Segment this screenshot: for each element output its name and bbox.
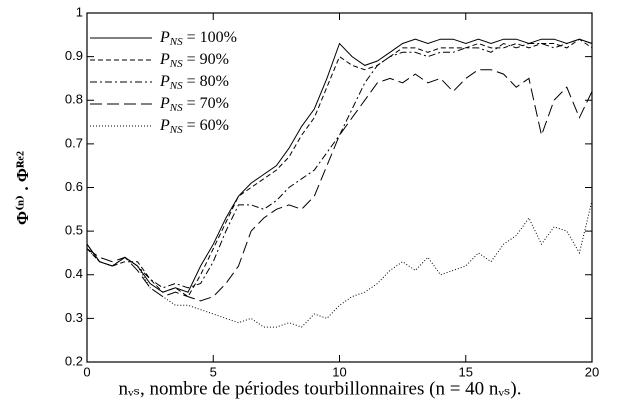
- y-tick-label: 0.4: [65, 266, 83, 281]
- legend-label: PNS = 60%: [159, 117, 229, 136]
- series-line: [86, 38, 593, 289]
- x-tick-label: 15: [459, 364, 473, 379]
- legend-label: PNS = 70%: [159, 95, 229, 114]
- y-axis-label: Φ⁽ⁿ⁾ . Φᴿᵉ²: [13, 151, 32, 225]
- y-tick-label: 0.6: [65, 179, 83, 194]
- series-line: [86, 69, 593, 302]
- series-line: [86, 38, 593, 298]
- series-line: [86, 200, 593, 328]
- y-tick-label: 0.7: [65, 135, 83, 150]
- x-tick-label: 0: [83, 364, 90, 379]
- y-tick-label: 0.8: [65, 92, 83, 107]
- legend-label: PNS = 100%: [159, 29, 237, 48]
- y-tick-label: 0.2: [65, 353, 83, 368]
- x-tick-label: 20: [585, 364, 599, 379]
- x-tick-label: 10: [332, 364, 346, 379]
- y-tick-label: 0.5: [65, 223, 83, 238]
- legend-label: PNS = 90%: [159, 51, 229, 70]
- y-tick-label: 0.3: [65, 310, 83, 325]
- legend-label: PNS = 80%: [159, 73, 229, 92]
- x-axis-label: nᵥₛ, nombre de périodes tourbillonnaires…: [119, 378, 522, 399]
- y-tick-label: 0.9: [65, 48, 83, 63]
- y-tick-label: 1: [76, 4, 83, 19]
- x-tick-label: 5: [210, 364, 217, 379]
